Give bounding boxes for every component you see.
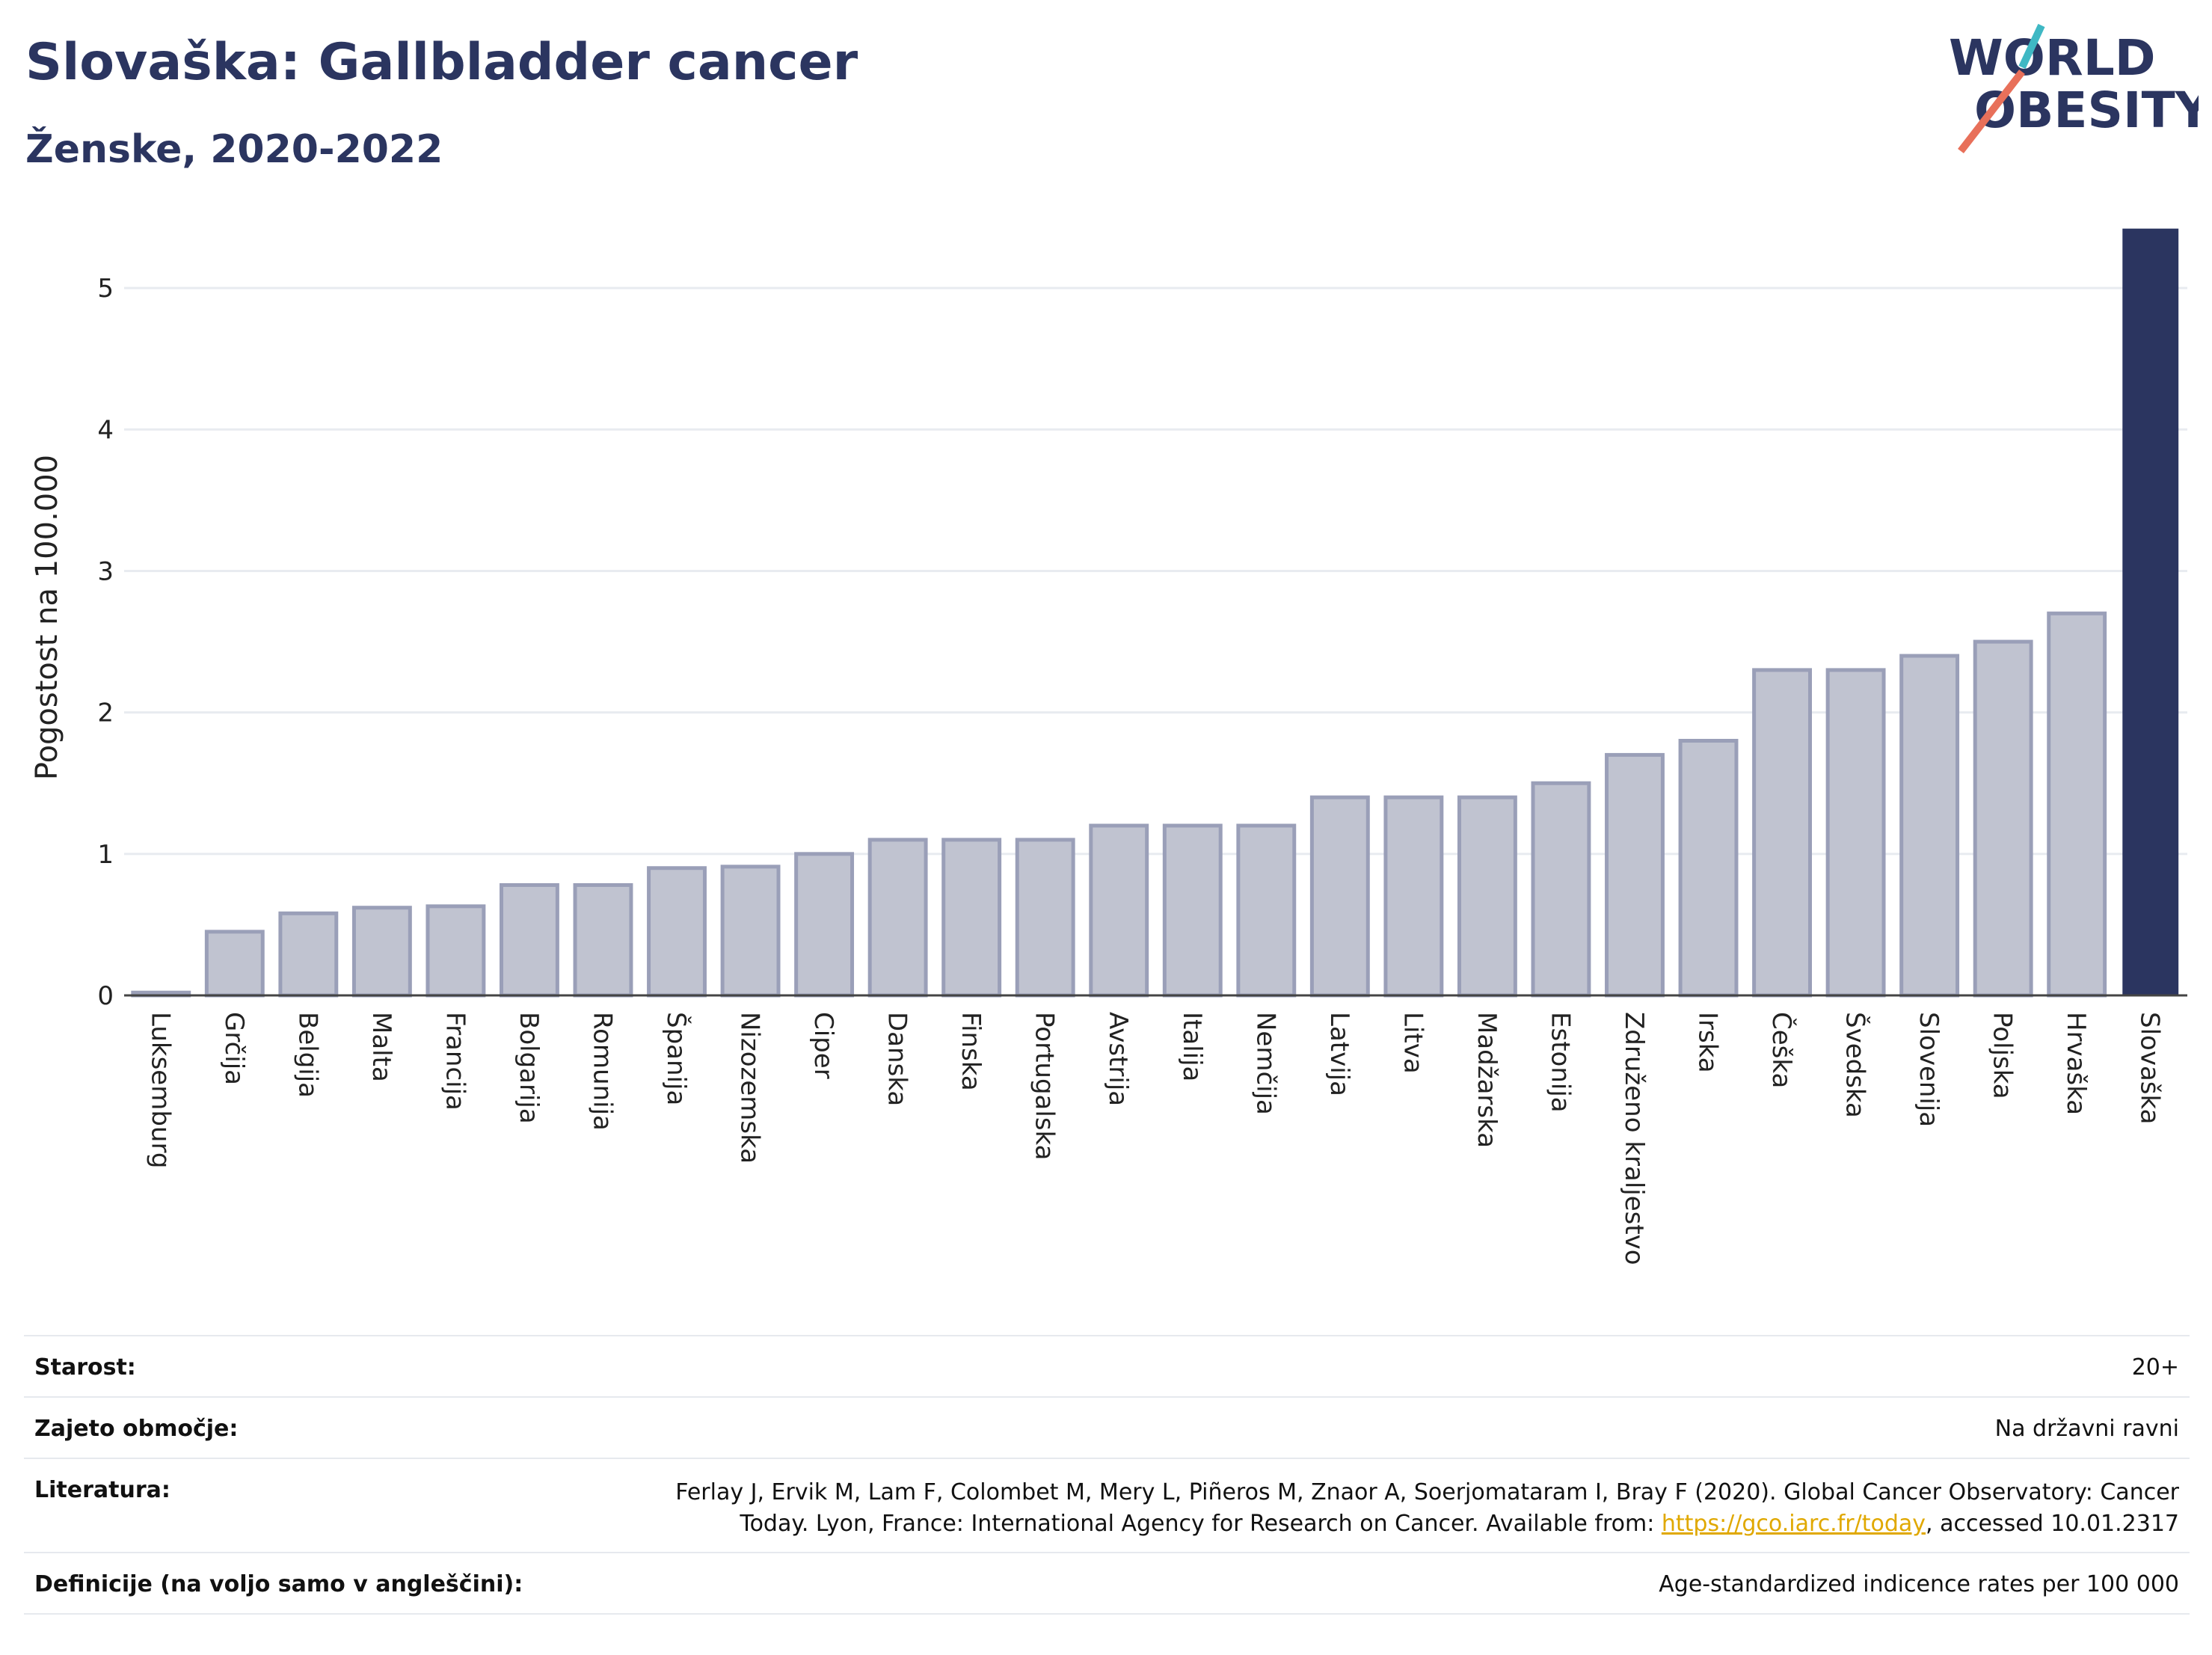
x-tick-label: Švedska xyxy=(1840,1012,1871,1118)
bar-17 xyxy=(1383,795,1444,998)
x-tick-label: Danska xyxy=(882,1012,912,1106)
y-tick-label: 0 xyxy=(97,981,114,1011)
bar-4 xyxy=(425,904,486,998)
y-tick-label: 2 xyxy=(97,698,114,728)
bar-10 xyxy=(867,838,928,998)
literature-line2-post: , accessed 10.01.2317 xyxy=(1926,1511,2179,1537)
meta-label-literature: Literatura: xyxy=(34,1477,170,1503)
y-tick-label: 4 xyxy=(97,415,114,445)
logo-line1: WORLD xyxy=(1949,29,2156,87)
x-tick-label: Finska xyxy=(956,1012,986,1091)
bar-20 xyxy=(1605,752,1665,998)
meta-row-coverage: Zajeto območje: Na državni ravni xyxy=(24,1396,2190,1459)
x-tick-label: Španija xyxy=(661,1012,692,1105)
x-tick-label: Italija xyxy=(1177,1012,1207,1081)
y-tick-label: 5 xyxy=(97,274,114,304)
literature-line1: Ferlay J, Ervik M, Lam F, Colombet M, Me… xyxy=(675,1479,2179,1505)
y-tick-label: 1 xyxy=(97,840,114,870)
x-tick-label: Nizozemska xyxy=(735,1012,765,1164)
bar-5 xyxy=(500,882,559,998)
bar-15 xyxy=(1236,823,1297,998)
x-tick-label: Luksemburg xyxy=(145,1012,175,1168)
literature-link[interactable]: https://gco.iarc.fr/today xyxy=(1661,1511,1926,1537)
bar-11 xyxy=(941,838,1002,998)
x-tick-label: Francija xyxy=(440,1012,470,1111)
meta-value-age: 20+ xyxy=(2131,1354,2179,1381)
logo-coral-stroke xyxy=(1958,69,2025,154)
bar-26 xyxy=(2047,611,2107,998)
bar-7 xyxy=(647,866,707,998)
bar-14 xyxy=(1162,823,1223,998)
meta-row-literature: Literatura: Ferlay J, Ervik M, Lam F, Co… xyxy=(24,1458,2190,1553)
x-tick-label: Slovaška xyxy=(2135,1012,2165,1124)
metadata-table: Starost: 20+ Zajeto območje: Na državni … xyxy=(24,1335,2190,1619)
bar-1 xyxy=(204,930,265,998)
x-tick-label: Grčija xyxy=(219,1012,249,1085)
x-tick-label: Ciper xyxy=(808,1012,838,1079)
bar-3 xyxy=(351,906,412,998)
meta-row-age: Starost: 20+ xyxy=(24,1335,2190,1398)
x-tick-label: Latvija xyxy=(1324,1012,1354,1096)
x-tick-label: Češka xyxy=(1766,1012,1797,1088)
bar-22 xyxy=(1752,668,1812,998)
meta-label-coverage: Zajeto območje: xyxy=(34,1416,239,1442)
bar-16 xyxy=(1309,795,1370,998)
x-tick-label: Hrvaška xyxy=(2061,1012,2091,1115)
chart-subtitle: Ženske, 2020-2022 xyxy=(25,127,443,172)
x-tick-label: Nemčija xyxy=(1250,1012,1280,1115)
bar-6 xyxy=(573,882,633,998)
bar-chart: 0 1 2 3 4 5 Pogostost na 100.000 Luksemburg Grči… xyxy=(30,228,2187,1265)
world-obesity-logo: WORLD OBESITY xyxy=(1949,23,2199,154)
bar-23 xyxy=(1825,668,1886,998)
bar-27 xyxy=(2122,228,2179,995)
logo-teal-stroke xyxy=(2018,23,2045,70)
meta-value-definitions: Age-standardized indicence rates per 100… xyxy=(1659,1571,2179,1597)
bar-25 xyxy=(1973,639,2033,998)
chart-title: Slovaška: Gallbladder cancer xyxy=(25,33,858,92)
bar-8 xyxy=(720,865,781,998)
x-tick-label: Avstrija xyxy=(1103,1012,1133,1106)
y-tick-label: 3 xyxy=(97,556,114,586)
x-tick-label: Bolgarija xyxy=(514,1012,544,1124)
meta-label-age: Starost: xyxy=(34,1354,136,1381)
meta-label-definitions: Definicije (na voljo samo v angleščini): xyxy=(34,1571,523,1597)
bar-13 xyxy=(1089,823,1149,998)
literature-line2: Today. Lyon, France: International Agenc… xyxy=(675,1508,2179,1540)
bar-12 xyxy=(1015,838,1075,998)
meta-value-coverage: Na državni ravni xyxy=(1994,1416,2179,1442)
bar-21 xyxy=(1678,738,1739,998)
bar-24 xyxy=(1899,654,1960,998)
x-tick-label: Združeno kraljestvo xyxy=(1619,1012,1649,1265)
x-tick-label: Irska xyxy=(1693,1012,1723,1073)
bar-18 xyxy=(1457,795,1517,998)
x-tick-label: Malta xyxy=(366,1012,396,1082)
bar-19 xyxy=(1531,781,1591,998)
x-tick-label: Belgija xyxy=(292,1012,322,1098)
x-tick-label: Madžarska xyxy=(1472,1012,1502,1148)
x-tick-label: Litva xyxy=(1398,1012,1428,1074)
x-tick-label: Estonija xyxy=(1545,1012,1575,1113)
meta-row-definitions: Definicije (na voljo samo v angleščini):… xyxy=(24,1552,2190,1615)
bar-2 xyxy=(278,911,339,998)
x-tick-label: Poljska xyxy=(1988,1012,2018,1099)
literature-line2-pre: Today. Lyon, France: International Agenc… xyxy=(740,1511,1662,1537)
meta-bottom-border xyxy=(24,1613,2190,1615)
meta-value-literature: Ferlay J, Ervik M, Lam F, Colombet M, Me… xyxy=(675,1477,2179,1540)
y-axis-label: Pogostost na 100.000 xyxy=(30,455,64,780)
x-tick-label: Romunija xyxy=(587,1012,617,1131)
x-tick-label: Portugalska xyxy=(1030,1012,1060,1160)
x-tick-label: Slovenija xyxy=(1914,1012,1944,1127)
bar-9 xyxy=(794,852,855,998)
